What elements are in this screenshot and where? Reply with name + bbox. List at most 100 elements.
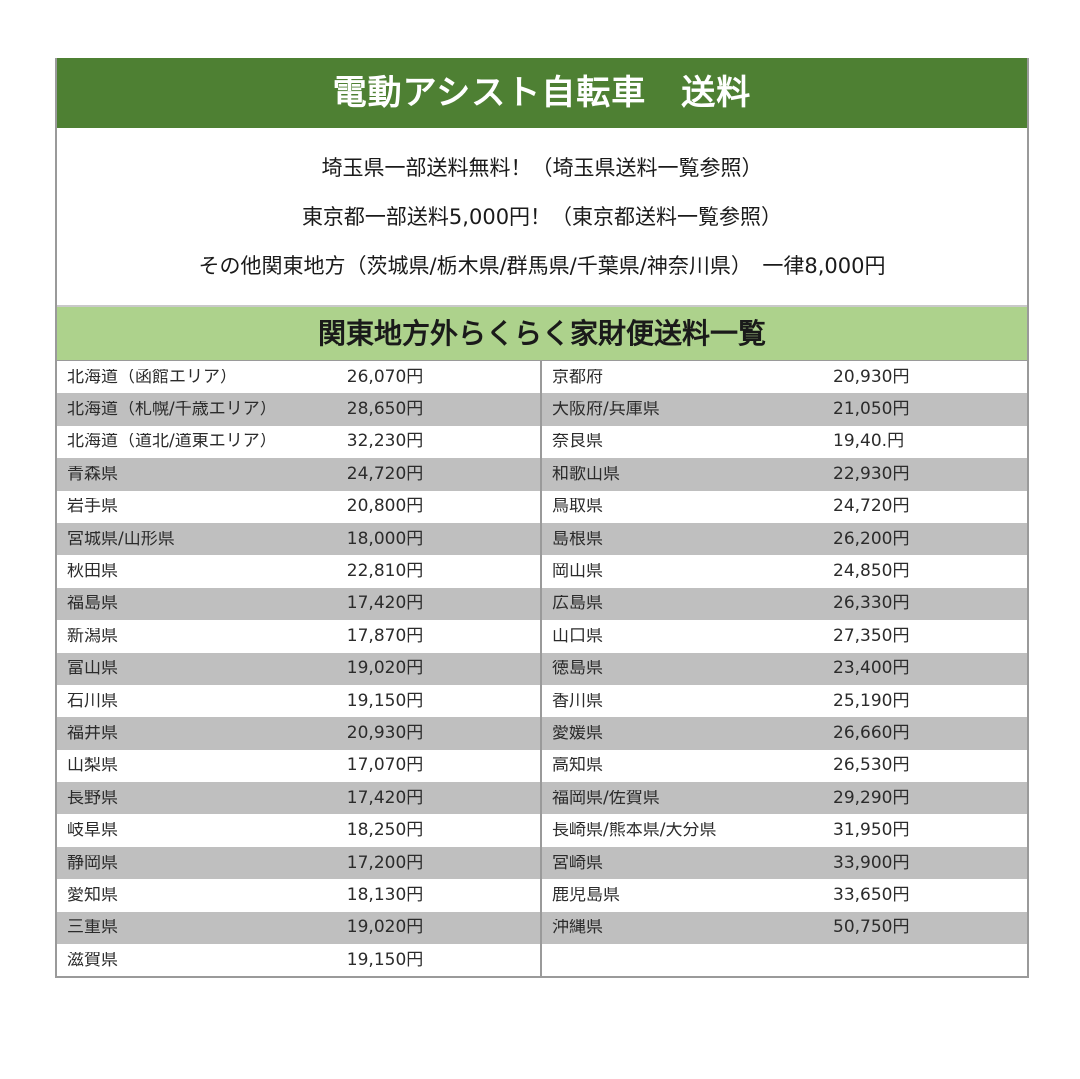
table-row: 福岡県/佐賀県 29,290円 [542,782,1027,815]
title-banner: 電動アシスト自転車 送料 [57,58,1027,128]
area-label: 北海道（函館エリア） [67,368,237,386]
intro-notes: 埼玉県一部送料無料！（埼玉県送料一覧参照） 東京都一部送料5,000円！（東京都… [57,128,1027,307]
fee-column-right: 京都府 20,930円大阪府/兵庫県 21,050円奈良県 19,40.円和歌山県 22… [542,361,1027,977]
table-row: 愛媛県 26,660円 [542,717,1027,750]
table-row: 京都府 20,930円 [542,361,1027,394]
table-row: 山口県 27,350円 [542,620,1027,653]
table-row: 和歌山県 22,930円 [542,458,1027,491]
shipping-fee-value: 19,150円 [346,690,424,711]
shipping-fee-value: 17,200円 [346,852,424,873]
shipping-fee-value: 28,650円 [346,399,424,420]
shipping-fee-value: 25,190円 [833,690,910,711]
shipping-fee-value: 26,070円 [346,366,424,387]
area-label: 長崎県/熊本県/大分県 [552,822,717,840]
intro-note-tokyo: 東京都一部送料5,000円！（東京都送料一覧参照） [301,205,783,229]
area-label: 広島県 [552,595,603,613]
shipping-fee-table: 電動アシスト自転車 送料 埼玉県一部送料無料！（埼玉県送料一覧参照） 東京都一部… [55,58,1029,979]
table-row: 福井県 20,930円 [57,717,540,750]
table-row: 滋賀県 19,150円 [57,944,540,977]
table-row: 北海道（道北/道東エリア） 32,230円 [57,425,540,459]
area-label: 富山県 [67,660,118,678]
table-row: 広島県 26,330円 [542,587,1027,621]
table-row: 北海道（函館エリア） 26,070円 [57,361,540,394]
area-label: 岐阜県 [67,822,118,840]
shipping-fee-value: 17,420円 [346,593,424,614]
area-label: 香川県 [552,692,603,710]
shipping-fee-value: 24,720円 [346,463,424,484]
table-row: 山梨県 17,070円 [57,749,540,783]
area-label: 宮崎県 [552,854,603,872]
table-row: 岐阜県 18,250円 [57,814,540,847]
area-label: 静岡県 [67,854,118,872]
shipping-fee-value: 20,930円 [346,722,424,743]
table-row: 香川県 25,190円 [542,684,1027,718]
area-label: 青森県 [67,465,118,483]
shipping-fee-value: 21,050円 [833,399,910,420]
area-label: 山梨県 [67,757,118,775]
shipping-fee-value: 17,870円 [346,625,424,646]
shipping-fee-value: 24,850円 [833,561,910,582]
area-label: 北海道（札幌/千歳エリア） [67,401,277,419]
shipping-fee-value: 31,950円 [833,820,910,841]
area-label: 岡山県 [552,563,603,581]
area-label: 徳島県 [552,660,603,678]
intro-note-saitama: 埼玉県一部送料無料！（埼玉県送料一覧参照） [321,156,763,180]
shipping-fee-value: 27,350円 [833,625,910,646]
shipping-fee-value: 26,330円 [833,593,910,614]
table-row: 宮崎県 33,900円 [542,846,1027,880]
table-row: 三重県 19,020円 [57,911,540,945]
shipping-fee-value: 32,230円 [346,431,424,452]
table-row: 岩手県 20,800円 [57,490,540,523]
table-row: 宮城県/山形県 18,000円 [57,522,540,556]
area-label: 沖縄県 [552,919,603,937]
area-label: 山口県 [552,627,603,645]
shipping-fee-value: 50,750円 [833,917,910,938]
subheader-title: 関東地方外らくらく家財便送料一覧 [317,316,766,350]
table-row: 石川県 19,150円 [57,684,540,718]
area-label: 高知県 [552,757,603,775]
shipping-fee-value: 26,660円 [833,722,910,743]
shipping-fee-value: 33,900円 [833,852,910,873]
area-label: 岩手県 [67,498,118,516]
area-label: 長野県 [67,789,118,807]
table-row: 長崎県/熊本県/大分県 31,950円 [542,814,1027,847]
shipping-fee-value: 20,800円 [346,496,424,517]
shipping-fee-value: 19,150円 [346,949,424,970]
table-row: 新潟県 17,870円 [57,620,540,653]
table-row: 高知県 26,530円 [542,749,1027,783]
area-label: 福井県 [67,724,118,742]
area-label: 秋田県 [67,563,118,581]
shipping-fee-value: 17,420円 [346,787,424,808]
shipping-fee-value: 24,720円 [833,496,910,517]
table-row: 福島県 17,420円 [57,587,540,621]
shipping-fee-value: 33,650円 [833,884,910,905]
intro-note-kanto: その他関東地方（茨城県/栃木県/群馬県/千葉県/神奈川県） 一律8,000円 [198,254,886,278]
shipping-fee-value: 23,400円 [833,658,910,679]
table-row: 沖縄県 50,750円 [542,911,1027,945]
shipping-fee-value: 19,020円 [346,917,424,938]
shipping-fee-value: 18,000円 [346,528,424,549]
table-row: 長野県 17,420円 [57,782,540,815]
shipping-fee-value: 18,250円 [346,820,424,841]
area-label: 大阪府/兵庫県 [552,401,660,419]
area-label: 福岡県/佐賀県 [552,789,660,807]
shipping-fee-value: 19,40.円 [833,431,905,452]
shipping-fee-value: 26,530円 [833,755,910,776]
area-label: 愛知県 [67,886,118,904]
subheader-banner: 関東地方外らくらく家財便送料一覧 [57,307,1027,361]
area-label: 奈良県 [552,433,603,451]
table-row: 岡山県 24,850円 [542,555,1027,588]
table-row: 富山県 19,020円 [57,652,540,685]
area-label: 新潟県 [67,627,118,645]
shipping-fee-value: 17,070円 [346,755,424,776]
table-row: 徳島県 23,400円 [542,652,1027,685]
table-row: 大阪府/兵庫県 21,050円 [542,393,1027,426]
area-label: 和歌山県 [552,465,620,483]
area-label: 石川県 [67,692,118,710]
fee-grid: 北海道（函館エリア） 26,070円 北海道（札幌/千歳エリア） 28,650円 北海道… [57,361,1027,977]
table-row: 静岡県 17,200円 [57,846,540,880]
shipping-fee-value: 29,290円 [833,787,910,808]
page-title: 電動アシスト自転車 送料 [332,73,752,113]
area-label: 三重県 [67,919,118,937]
